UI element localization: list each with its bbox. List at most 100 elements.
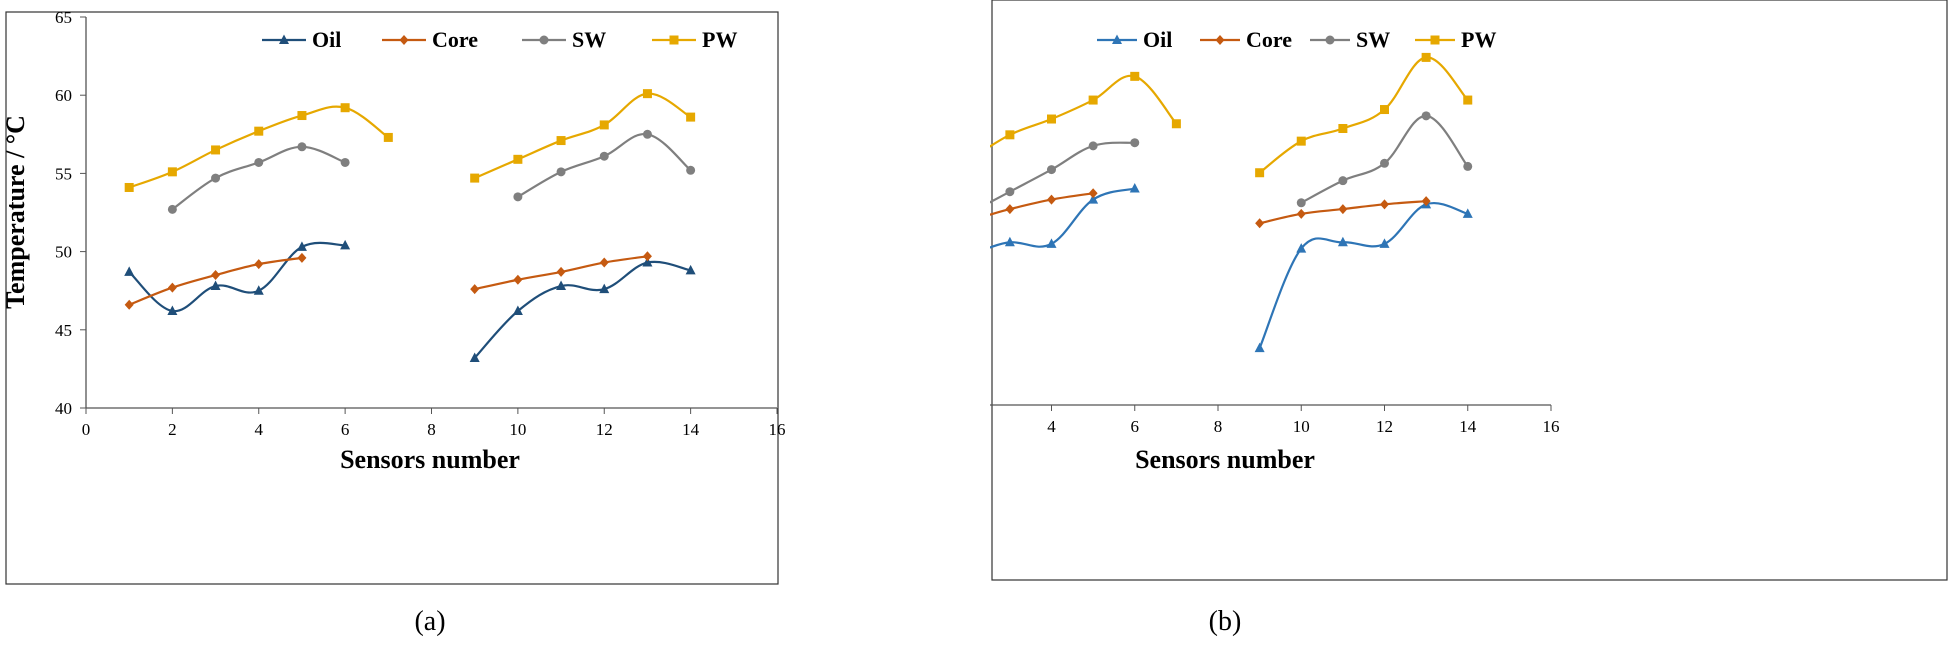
chart-a-pw-point [254,126,264,136]
chart-a-legend-core: Core [382,27,478,52]
chart-a-pw-point [383,132,393,142]
chart-a-sw-point [642,129,652,139]
chart-panel-a: 0 2 4 6 8 10 12 14 16 40 45 50 55 60 65 Sensors number T… [0,0,980,657]
chart-a-x-tick-label: 2 [168,420,177,439]
chart-b-pw-point [1338,124,1348,133]
chart-a-sw-line [171,145,346,211]
chart-b-core-point [1005,204,1015,215]
chart-a-pw-point [556,136,566,146]
chart-a-y-tick-label: 65 [55,8,72,27]
chart-b-legend-label: Oil [1143,27,1172,52]
chart-a-series-oil [124,239,696,362]
chart-a-pw-point [124,182,134,192]
chart-b-oil-point [1337,236,1348,247]
chart-a-core-point [167,282,177,293]
chart-a-core-point [211,270,221,281]
chart-b-legend-core: Core [1200,27,1292,52]
chart-a-sw-point [513,192,523,202]
chart-b-x-tick-label: 14 [1459,417,1477,436]
chart-a-sw-point [254,157,264,167]
chart-a-legend-label: Core [432,27,478,52]
chart-b-pw-point [1047,114,1056,124]
chart-a-legend-marker [669,35,679,45]
chart-b-legend-oil: Oil [1097,27,1172,52]
chart-b-oil-point [1379,238,1390,248]
chart-a-core-point [599,257,609,268]
chart-b-pw-point [1255,168,1265,178]
chart-a-sw-point [211,173,221,183]
chart-b-series-sw [963,111,1473,219]
chart-a-oil-point [512,305,523,316]
chart-b-pw-point [1130,71,1140,81]
chart-b-core-point [1421,196,1431,207]
chart-b-pw-line [1258,56,1469,174]
chart-b-sw-point [1130,138,1140,148]
chart-a-oil-point [685,264,696,275]
chart-a-x-tick-label: 6 [341,420,350,439]
chart-b-core-point [1338,204,1348,215]
chart-a-pw-line [474,92,692,180]
chart-a-pw-point [470,173,480,183]
chart-a-oil-point [296,241,307,251]
chart-a-sw-point [686,165,696,175]
chart-a-pw-point [297,111,307,121]
chart-a-core-point [254,259,264,270]
chart-a-x-tick-label: 12 [596,420,613,439]
chart-b-sw-point [1463,161,1473,171]
chart-b-core-point [1296,208,1306,219]
chart-a-pw-point [642,89,652,99]
chart-b-legend-sw: SW [1310,27,1390,52]
chart-a-x-tick-label: 16 [769,420,786,439]
chart-a-oil-point [340,239,351,250]
chart-a-legend-oil: Oil [262,27,341,52]
chart-b-x-axis-title: Sensors number [1135,445,1315,474]
chart-b-frame [991,0,1948,581]
chart-a-x-axis-title: Sensors number [340,445,520,474]
chart-a-core-point [124,299,134,310]
chart-b-caption: (b) [1209,606,1242,637]
chart-a-y-tick-label: 40 [55,399,72,418]
chart-a-legend-label: Oil [312,27,341,52]
chart-a-oil-point [642,257,653,267]
chart-b-sw-line [967,141,1135,215]
chart-a-oil-point [556,280,567,291]
chart-a-core-point [642,251,652,262]
chart-a-x-tick-label: 14 [682,420,700,439]
chart-a-oil-line [128,241,346,313]
chart-a-y-tick-label: 50 [55,243,72,262]
chart-b-x-tick-label: 10 [1293,417,1310,436]
chart-a-legend-marker [279,34,289,44]
chart-b-core-point [1380,199,1389,210]
chart-a-core-point [513,274,523,285]
chart-b-pw-point [1088,95,1098,105]
chart-b-oil-point [1129,183,1140,193]
chart-b-legend-label: PW [1461,27,1496,52]
chart-a-x-tick-label: 8 [427,420,436,439]
chart-b-oil-point [1004,236,1015,247]
chart-b-sw-point [1338,176,1348,186]
chart-a-legend-marker [539,35,549,45]
chart-a-oil-point [124,266,135,276]
chart-a-x-tick-label: 0 [82,420,91,439]
chart-b-core-point [1088,188,1098,199]
chart-a-oil-point [599,283,610,294]
chart-a-y-tick-label: 45 [55,321,72,340]
chart-a-legend-label: PW [702,27,737,52]
chart-a-oil-point [253,285,264,295]
chart-a-sw-point [599,151,609,161]
chart-b-oil-point [1254,342,1265,353]
chart-a-oil-point [469,352,480,362]
chart-b-pw-point [1380,105,1389,115]
chart-a-core-point [556,266,566,277]
chart-a-x-tick-label: 10 [509,420,526,439]
chart-a-frame [5,11,779,585]
chart-b-oil-line [1258,202,1469,349]
chart-b-oil-point [1088,194,1099,204]
chart-b-x-tick-label: 12 [1376,417,1393,436]
chart-b-legend-label: SW [1356,27,1390,52]
chart-b-sw-point [1005,187,1015,197]
chart-a-sw-point [340,157,350,167]
chart-b-sw-point [1421,111,1431,121]
chart-b-pw-point [1463,95,1473,105]
chart-a-sw-point [167,204,177,214]
